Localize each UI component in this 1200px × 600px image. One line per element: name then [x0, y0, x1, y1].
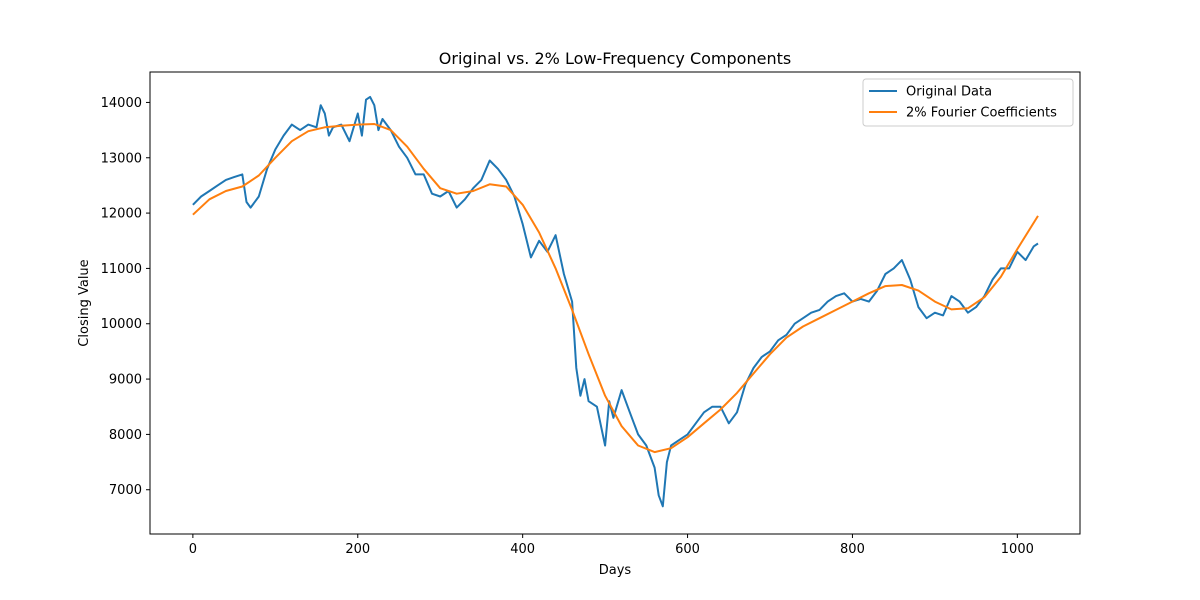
x-tick-label: 800: [840, 542, 865, 557]
legend-box: [862, 78, 1074, 127]
y-tick-label: 11000: [101, 262, 142, 277]
series-layer: [192, 95, 1039, 508]
series-line-0: [192, 95, 1039, 508]
x-tick-label: 0: [189, 542, 197, 557]
x-axis-ticks: 0 200 400 600 800 1000: [189, 534, 1034, 557]
x-tick-label: 1000: [1001, 542, 1034, 557]
y-tick-label: 14000: [101, 96, 142, 111]
legend-label-original-data: Original Data: [906, 85, 992, 100]
y-axis-ticks: 7000 8000 9000 10000 11000 12000 13000 14000: [101, 96, 150, 498]
x-tick-label: 400: [510, 542, 535, 557]
series-line-1: [192, 123, 1039, 454]
legend: Original Data 2% Fourier Coefficients: [862, 78, 1074, 127]
chart-title: Original vs. 2% Low-Frequency Components: [439, 49, 791, 68]
y-tick-label: 12000: [101, 207, 142, 222]
plot-area: [149, 71, 1081, 535]
x-tick-label: 600: [675, 542, 700, 557]
y-tick-label: 9000: [109, 373, 142, 388]
y-axis-label: Closing Value: [77, 259, 92, 346]
x-axis-label: Days: [599, 563, 632, 578]
axes-frame: [149, 71, 1081, 535]
y-tick-label: 10000: [101, 317, 142, 332]
legend-label-fourier-coefficients: 2% Fourier Coefficients: [906, 106, 1057, 121]
y-tick-label: 7000: [109, 483, 142, 498]
x-tick-label: 200: [345, 542, 370, 557]
y-tick-label: 13000: [101, 151, 142, 166]
y-tick-label: 8000: [109, 428, 142, 443]
